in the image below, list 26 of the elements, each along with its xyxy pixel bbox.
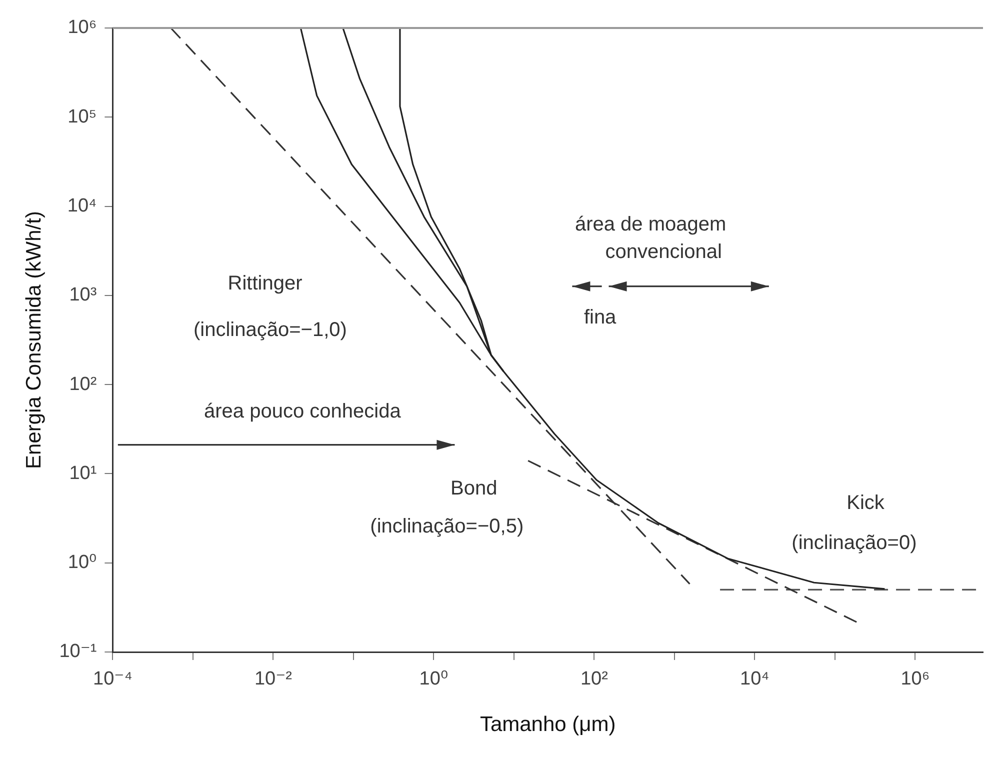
annotation: Bond (450, 478, 498, 500)
y-tick-label: 10⁵ (68, 106, 97, 128)
y-tick-label: 10⁰ (68, 552, 97, 574)
annotation: convencional (605, 241, 722, 264)
y-tick-label: 10¹ (69, 462, 97, 484)
annotation: área pouco conhecida (204, 400, 402, 422)
y-tick-label: 10⁴ (67, 196, 97, 217)
x-tick-label: 10⁻² (254, 668, 292, 690)
annotation: fina (584, 306, 618, 329)
x-axis-title: Tamanho (μm) (480, 713, 616, 736)
x-tick-label: 10⁻⁴ (93, 668, 132, 690)
y-tick-label: 10⁶ (68, 17, 97, 38)
annotation: Kick (846, 492, 886, 514)
x-tick-label: 10² (580, 668, 608, 690)
y-tick-label: 10² (69, 374, 97, 395)
x-tick-label: 10⁰ (419, 668, 448, 690)
y-tick-label: 10⁻¹ (59, 641, 97, 662)
annotation: área de moagem (574, 214, 726, 236)
annotation: (inclinação=0) (792, 532, 917, 554)
annotation: Rittinger (228, 272, 303, 294)
x-tick-label: 10⁶ (900, 668, 930, 690)
annotation: (inclinação=−0,5) (370, 516, 524, 538)
x-tick-label: 10⁴ (740, 668, 770, 690)
y-tick-label: 10³ (69, 284, 97, 306)
y-axis-title: Energia Consumida (kWh/t) (22, 211, 46, 469)
annotation: (inclinação=−1,0) (193, 319, 347, 342)
